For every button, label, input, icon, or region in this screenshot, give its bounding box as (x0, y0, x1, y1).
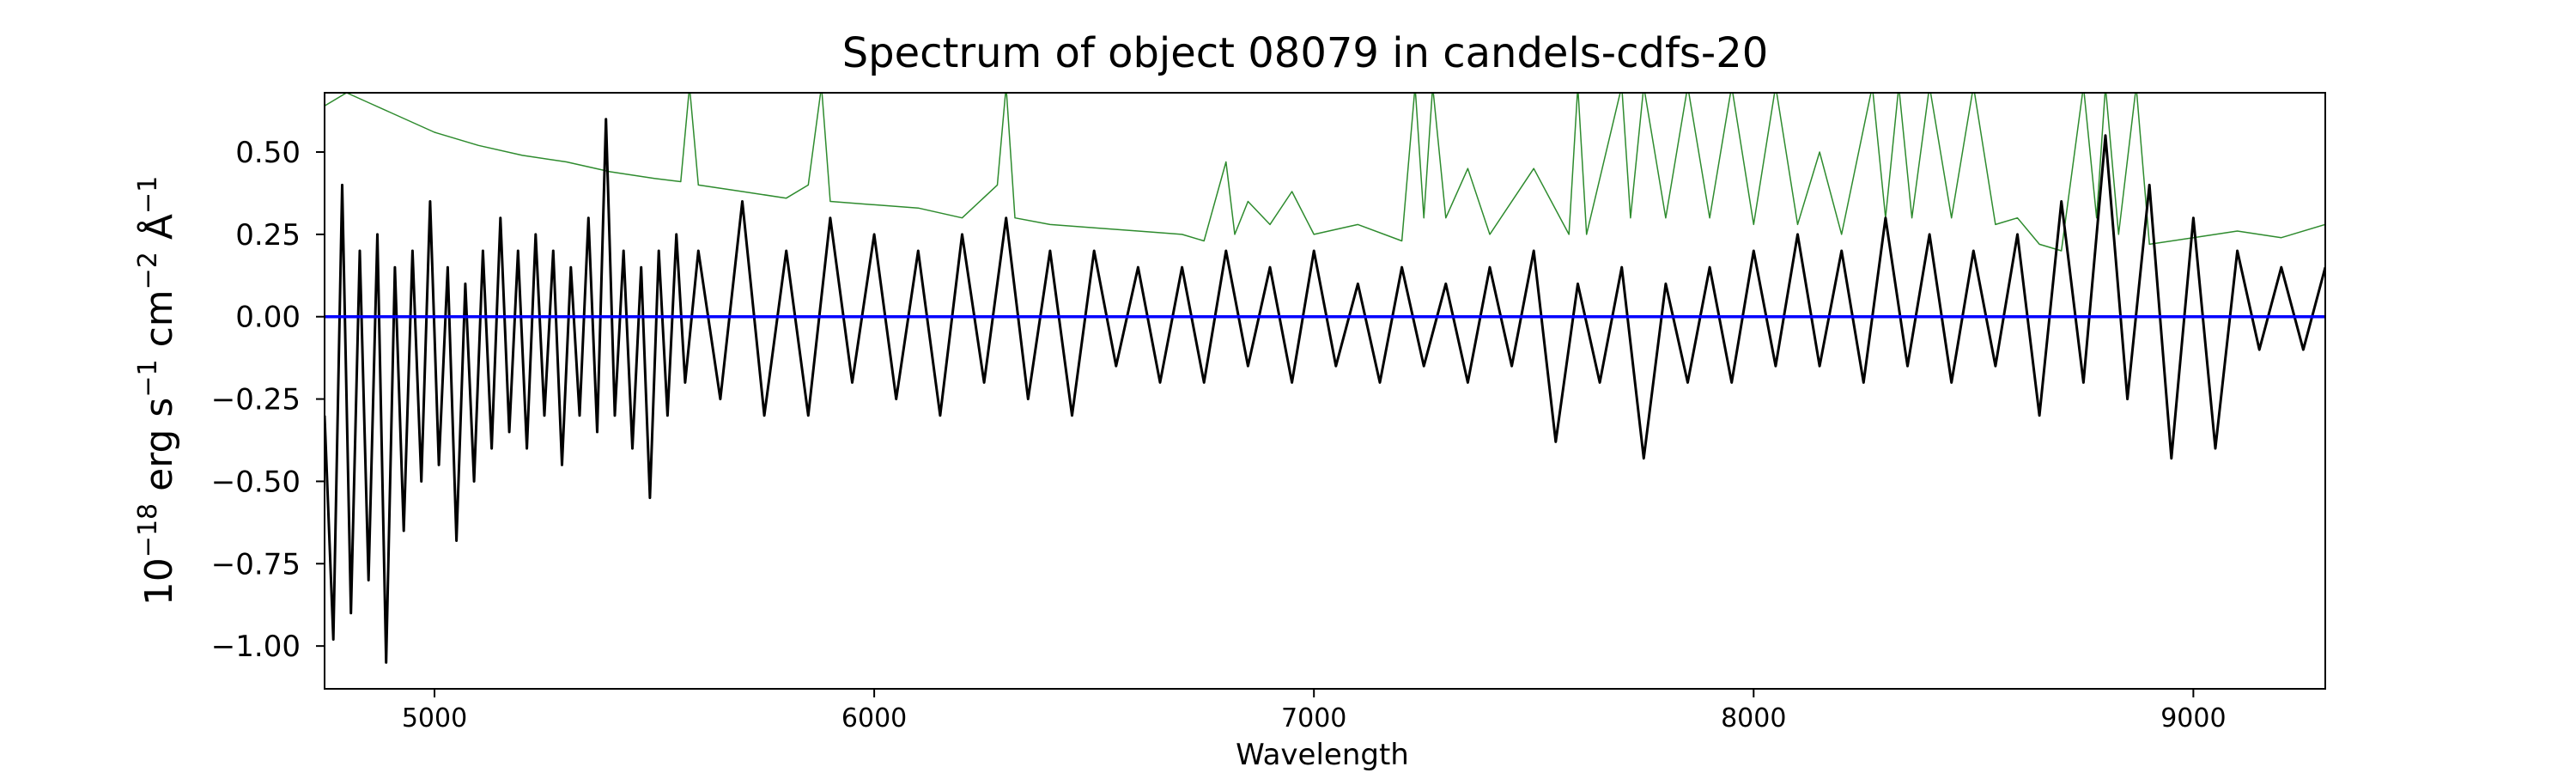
y-axis-label-unit-3-exponent: −1 (133, 176, 163, 214)
y-axis-label-base: 10 (137, 557, 181, 606)
x-tick-label: 8000 (1721, 703, 1786, 733)
y-tick-label: −0.75 (211, 547, 301, 581)
x-tick-label: 6000 (841, 703, 907, 733)
x-tick-label: 9000 (2160, 703, 2226, 733)
y-tick-label: 0.00 (235, 301, 301, 335)
y-axis-label-unit-2: cm (137, 289, 181, 359)
x-axis-label: Wavelength (1236, 738, 1409, 772)
y-tick-label: 0.25 (235, 218, 301, 253)
y-tick-label: −0.25 (211, 383, 301, 417)
y-axis-label-unit-1: erg s (137, 398, 181, 503)
x-tick-label: 7000 (1281, 703, 1346, 733)
y-axis-label: 10−18 erg s−1 cm−2 Å−1 (133, 176, 181, 606)
y-axis-label-exponent: −18 (133, 503, 163, 557)
series-line-error (325, 93, 2325, 252)
y-axis-label-unit-2-exponent: −2 (133, 252, 163, 289)
y-tick-label: −0.50 (211, 465, 301, 499)
series-line-flux (325, 118, 2325, 664)
chart-title: Spectrum of object 08079 in candels-cdfs… (842, 29, 1769, 77)
y-tick-label: 0.50 (235, 136, 301, 170)
y-tick-label: −1.00 (211, 630, 301, 664)
y-axis-label-unit-3: Å (136, 214, 181, 252)
y-axis-label-unit-1-exponent: −1 (133, 359, 163, 397)
plot-area-frame (324, 92, 2326, 690)
x-tick-label: 5000 (402, 703, 467, 733)
